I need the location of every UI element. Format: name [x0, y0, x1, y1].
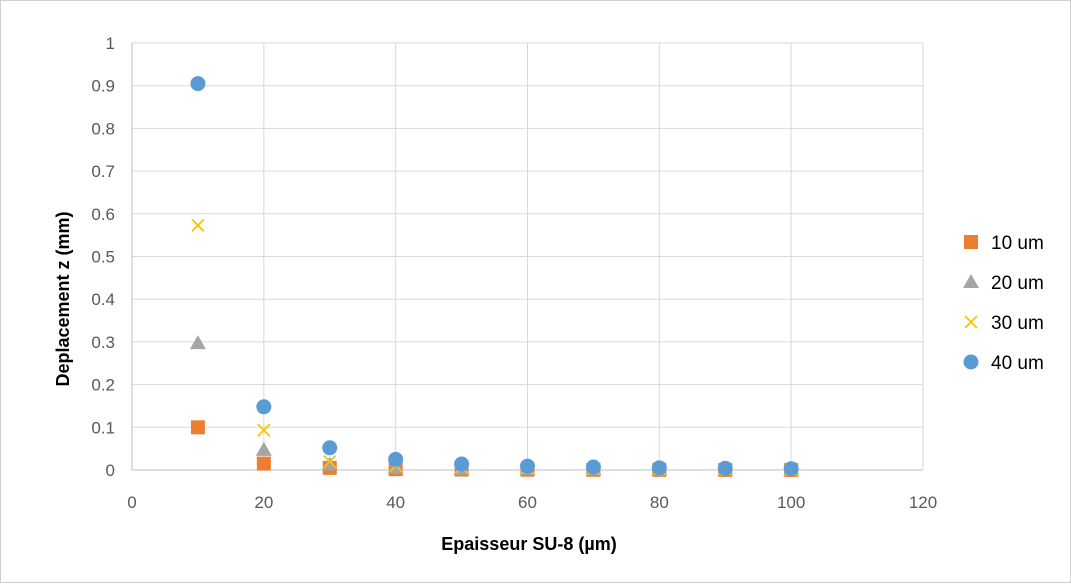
- y-axis-title: Deplacement z (mm): [53, 211, 73, 386]
- series-20-um: [189, 335, 800, 476]
- x-tick-label: 0: [127, 493, 136, 512]
- y-tick-label: 0.9: [91, 77, 115, 96]
- data-point: [323, 454, 337, 469]
- x-tick-label: 100: [777, 493, 805, 512]
- legend: 10 um 20 um 30 um 40 um: [963, 233, 1044, 374]
- data-point: [257, 423, 271, 437]
- legend-label: 40 um: [991, 353, 1044, 374]
- data-point: [520, 458, 535, 474]
- data-point: [255, 441, 272, 456]
- tick-labels: 0 0.1 0.2 0.3 0.4 0.5 0.6 0.7 0.8 0.9 1 0 20 40 60 80 10…: [91, 34, 937, 512]
- legend-marker: [963, 354, 979, 370]
- y-tick-label: 0.1: [91, 418, 115, 437]
- series-10-um: [190, 420, 799, 477]
- legend-label: 20 um: [991, 273, 1044, 294]
- y-tick-label: 0.5: [91, 248, 115, 267]
- y-tick-label: 0.6: [91, 205, 115, 224]
- legend-marker: [964, 235, 978, 249]
- data-point: [189, 335, 206, 350]
- x-tick-label: 40: [386, 493, 405, 512]
- y-tick-label: 0.8: [91, 119, 115, 138]
- legend-label: 30 um: [991, 313, 1044, 334]
- y-tick-label: 0.3: [91, 333, 115, 352]
- data-point: [585, 459, 601, 475]
- data-points: [189, 76, 800, 477]
- y-tick-label: 0.4: [91, 290, 115, 309]
- series-30-um: [191, 218, 798, 477]
- legend-item: 20 um: [963, 273, 1044, 294]
- data-point: [256, 456, 271, 471]
- data-point: [190, 76, 206, 92]
- legend-item: 40 um: [963, 353, 1044, 374]
- data-point: [783, 461, 799, 477]
- y-tick-label: 0: [106, 461, 115, 480]
- data-point: [322, 440, 338, 456]
- data-point: [717, 460, 733, 476]
- legend-marker: [964, 315, 978, 329]
- x-axis-title: Epaisseur SU-8 (µm): [441, 534, 616, 554]
- series-40-um: [190, 76, 799, 477]
- data-point: [190, 420, 205, 435]
- x-tick-label: 80: [650, 493, 669, 512]
- x-tick-label: 120: [909, 493, 937, 512]
- data-point: [191, 218, 205, 232]
- y-tick-label: 1: [106, 34, 115, 53]
- data-point: [454, 456, 470, 472]
- x-tick-label: 60: [518, 493, 537, 512]
- data-point: [388, 451, 404, 467]
- data-point: [256, 399, 272, 415]
- gridlines: [132, 42, 924, 470]
- legend-label: 10 um: [991, 233, 1044, 254]
- x-tick-label: 20: [254, 493, 273, 512]
- y-tick-label: 0.2: [91, 376, 115, 395]
- data-point: [651, 460, 667, 476]
- y-tick-label: 0.7: [91, 162, 115, 181]
- legend-item: 30 um: [964, 313, 1044, 334]
- legend-item: 10 um: [964, 233, 1044, 254]
- legend-marker: [963, 274, 979, 288]
- data-point: [321, 456, 338, 471]
